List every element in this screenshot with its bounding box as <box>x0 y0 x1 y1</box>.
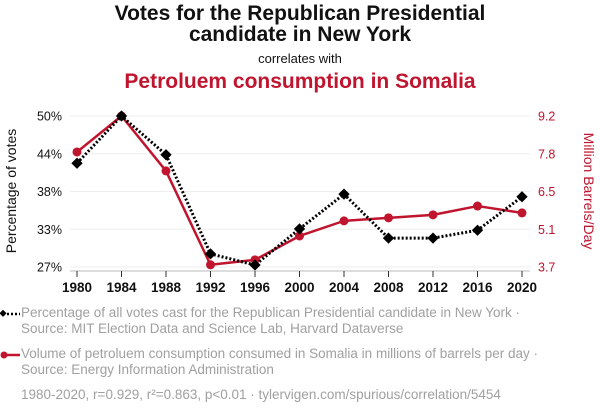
y-axis-right-label: Million Barrels/Day <box>581 133 597 250</box>
x-tick-label: 1992 <box>195 280 225 295</box>
x-tick-label: 2004 <box>329 280 360 295</box>
series-votes-point <box>427 232 439 244</box>
series-votes-point <box>516 191 528 203</box>
x-tick-label: 2008 <box>373 280 404 295</box>
series-petroleum-point <box>339 216 349 226</box>
series-petroleum-point <box>206 260 215 270</box>
legend-dot-line-icon <box>0 351 20 359</box>
legend-label-votes: Percentage of all votes cast for the Rep… <box>21 305 521 336</box>
x-tick-label: 1984 <box>106 280 137 295</box>
series-votes-point <box>293 223 306 235</box>
series-votes-point <box>382 232 395 244</box>
y-left-tick-label: 44% <box>37 147 62 161</box>
series-votes-line <box>75 113 523 267</box>
y-left-tick-label: 38% <box>37 185 62 199</box>
series-petroleum-point <box>295 231 304 241</box>
footer-stats: 1980-2020, r=0.929, r²=0.863, p<0.01 · t… <box>21 387 501 402</box>
y-left-tick-label: 27% <box>37 261 62 275</box>
series-votes-point <box>204 248 217 260</box>
series-petroleum-point <box>517 208 527 218</box>
series-votes-point <box>249 259 261 271</box>
chart-title-secondary: Petroluem consumption in Somalia <box>124 70 476 93</box>
y-right-tick-label: 9.2 <box>538 110 555 124</box>
series-votes-point <box>160 149 172 161</box>
series-votes <box>71 110 528 271</box>
legend-label-petroleum: Volume of petroluem consumption consumed… <box>21 346 539 377</box>
x-tick-label: 2000 <box>284 280 314 295</box>
legend-diamond-dotted-icon <box>0 310 20 317</box>
series-votes-point <box>471 224 484 236</box>
series-petroleum <box>72 111 527 270</box>
x-tick-label: 1980 <box>62 280 92 295</box>
series-petroleum-point <box>428 210 438 220</box>
series-petroleum-line <box>76 114 523 267</box>
chart-title-line1: Votes for the Republican Presidential <box>114 2 486 25</box>
x-tick-label: 1996 <box>240 280 271 295</box>
x-tick-label: 2016 <box>462 280 493 295</box>
series-petroleum-point <box>473 201 482 211</box>
y-left-tick-label: 33% <box>37 223 62 237</box>
chart-subtitle: correlates with <box>258 51 342 66</box>
series-petroleum-point <box>161 166 171 176</box>
y-left-tick-label: 50% <box>37 110 62 124</box>
series-petroleum-point <box>72 147 82 157</box>
x-tick-label: 2012 <box>418 280 448 295</box>
chart-plot: 50% 9.2 44% 7.8 38% 6.5 33% 5.1 27% 3.7 1980 1984 19… <box>3 110 597 296</box>
axes: 50% 9.2 44% 7.8 38% 6.5 33% 5.1 27% 3.7 1980 1984 19… <box>37 110 555 296</box>
x-tick-label: 1988 <box>151 280 182 295</box>
y-right-tick-label: 6.5 <box>538 185 555 199</box>
y-right-tick-label: 3.7 <box>538 261 555 275</box>
series-votes-point <box>338 188 350 200</box>
y-right-tick-label: 5.1 <box>538 223 555 237</box>
x-tick-label: 2020 <box>507 280 537 295</box>
y-axis-left-label: Percentage of votes <box>3 129 19 254</box>
series-petroleum-point <box>384 213 393 223</box>
chart-title-line2: candidate in New York <box>188 23 412 46</box>
y-right-tick-label: 7.8 <box>538 147 555 161</box>
